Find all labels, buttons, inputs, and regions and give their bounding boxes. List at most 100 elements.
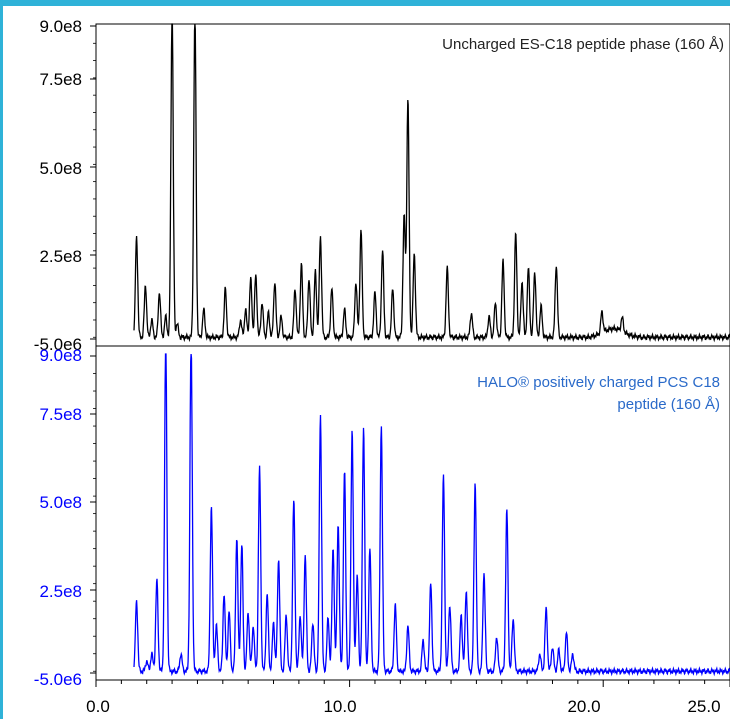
peak-point bbox=[239, 319, 242, 322]
top-ytick-label: -5.0e6 bbox=[34, 335, 82, 354]
peak-point bbox=[261, 301, 264, 304]
peak-point bbox=[164, 353, 167, 356]
accent-bar-top bbox=[0, 0, 730, 6]
peak-point bbox=[557, 649, 560, 652]
xtick-label: 20.0 bbox=[567, 697, 600, 716]
peak-point bbox=[356, 575, 359, 578]
peak-point bbox=[304, 554, 307, 557]
xtick-label: 25.0 bbox=[687, 697, 720, 716]
peak-point bbox=[254, 274, 257, 277]
peak-point bbox=[495, 635, 498, 638]
peak-point bbox=[150, 652, 153, 655]
peak-point bbox=[448, 603, 451, 606]
peak-point bbox=[514, 232, 517, 235]
peak-point bbox=[285, 614, 288, 617]
peak-point bbox=[258, 467, 261, 470]
peak-point bbox=[343, 308, 346, 311]
top-panel-annotation: Uncharged ES-C18 peptide phase (160 Å) bbox=[442, 36, 724, 53]
peak-point bbox=[273, 280, 276, 283]
peak-point bbox=[488, 315, 491, 318]
xtick-label: 10.0 bbox=[323, 697, 356, 716]
peak-point bbox=[299, 614, 302, 617]
peak-point bbox=[538, 652, 541, 655]
peak-point bbox=[319, 414, 322, 417]
peak-point bbox=[465, 589, 468, 592]
peak-point bbox=[527, 267, 530, 270]
peak-point bbox=[470, 312, 473, 315]
peak-point bbox=[446, 267, 449, 270]
top-ytick-label: 2.5e8 bbox=[39, 247, 82, 266]
peak-point bbox=[380, 425, 383, 428]
peak-point bbox=[533, 270, 536, 273]
peak-point bbox=[280, 315, 283, 318]
peak-point bbox=[240, 544, 243, 547]
xtick-label: 0.0 bbox=[86, 697, 110, 716]
peak-point bbox=[474, 481, 477, 484]
peak-point bbox=[621, 322, 624, 325]
bottom-ytick-label: 7.5e8 bbox=[39, 405, 82, 424]
peak-point bbox=[244, 308, 247, 311]
peak-point bbox=[292, 498, 295, 501]
top-ytick-label: 7.5e8 bbox=[39, 70, 82, 89]
peak-point bbox=[327, 617, 330, 620]
peak-point bbox=[429, 582, 432, 585]
peak-point bbox=[176, 322, 179, 325]
peak-point bbox=[505, 509, 508, 512]
peak-point bbox=[354, 280, 357, 283]
peak-point bbox=[521, 280, 524, 283]
peak-point bbox=[512, 617, 515, 620]
peak-point bbox=[460, 614, 463, 617]
peak-point bbox=[193, 23, 196, 26]
peak-point bbox=[190, 353, 193, 356]
pcs-c18-trace bbox=[133, 353, 730, 677]
peak-point bbox=[272, 621, 275, 624]
peak-point bbox=[483, 572, 486, 575]
peak-point bbox=[228, 610, 231, 613]
bottom-ytick-label: 9.0e8 bbox=[39, 346, 82, 365]
es-c18-trace bbox=[133, 23, 730, 343]
peak-point bbox=[360, 229, 363, 232]
accent-bar-left bbox=[0, 0, 3, 719]
peak-point bbox=[406, 624, 409, 627]
peak-point bbox=[494, 301, 497, 304]
bottom-panel-frame bbox=[95, 345, 730, 681]
peak-point bbox=[403, 215, 406, 218]
bottom-ytick-label: 2.5e8 bbox=[39, 582, 82, 601]
peak-point bbox=[565, 631, 568, 634]
peak-point bbox=[391, 287, 394, 290]
peak-point bbox=[368, 547, 371, 550]
peak-point bbox=[413, 253, 416, 256]
bottom-ytick-label: 5.0e8 bbox=[39, 493, 82, 512]
peak-point bbox=[277, 558, 280, 561]
peak-point bbox=[171, 23, 174, 26]
peak-point bbox=[223, 593, 226, 596]
peak-point bbox=[540, 305, 543, 308]
bottom-ytick-label: -5.0e6 bbox=[34, 670, 82, 689]
peak-point bbox=[343, 470, 346, 473]
peak-point bbox=[600, 315, 603, 318]
peak-point bbox=[150, 319, 153, 322]
peak-point bbox=[374, 291, 377, 294]
peak-point bbox=[247, 610, 250, 613]
peak-point bbox=[180, 652, 183, 655]
peak-point bbox=[502, 260, 505, 263]
peak-point bbox=[555, 263, 558, 266]
peak-point bbox=[252, 624, 255, 627]
peak-point bbox=[294, 287, 297, 290]
peak-point bbox=[394, 603, 397, 606]
peak-point bbox=[158, 291, 161, 294]
bottom-panel-annotation-line-2: peptide (160 Å) bbox=[617, 396, 720, 413]
peak-point bbox=[249, 277, 252, 280]
peak-point bbox=[308, 277, 311, 280]
peak-point bbox=[155, 579, 158, 582]
peak-point bbox=[300, 263, 303, 266]
peak-point bbox=[215, 624, 218, 627]
top-ytick-label: 9.0e8 bbox=[39, 17, 82, 36]
peak-point bbox=[571, 652, 574, 655]
peak-point bbox=[267, 312, 270, 315]
peak-point bbox=[314, 270, 317, 273]
peak-point bbox=[164, 315, 167, 318]
peak-point bbox=[319, 236, 322, 239]
peak-point bbox=[202, 308, 205, 311]
